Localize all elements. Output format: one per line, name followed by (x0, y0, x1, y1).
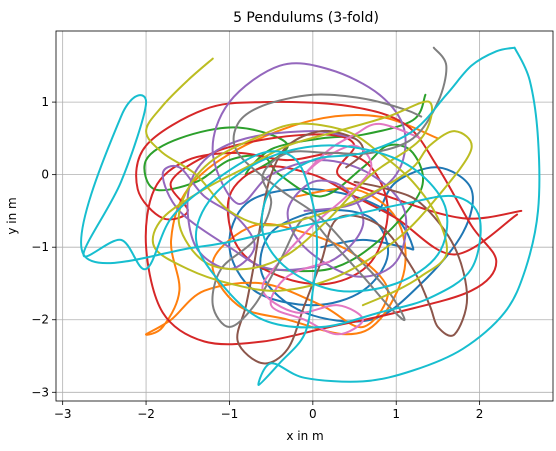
y-tick-label: −3 (31, 385, 49, 399)
y-tick-label: 0 (41, 168, 49, 182)
x-tick-label: −3 (54, 407, 72, 421)
traces (81, 48, 539, 385)
y-tick-label: −2 (31, 313, 49, 327)
y-tick-label: −1 (31, 240, 49, 254)
x-axis-ticks: −3 −2 −1 0 1 2 (54, 401, 484, 421)
y-tick-label: 1 (41, 95, 49, 109)
chart-title: 5 Pendulums (3-fold) (233, 10, 379, 26)
y-axis-ticks: −3 −2 −1 0 1 (31, 95, 56, 399)
x-axis-label: x in m (286, 429, 323, 443)
x-tick-label: 1 (392, 407, 400, 421)
y-axis-label: y in m (5, 197, 19, 234)
x-tick-label: 0 (309, 407, 317, 421)
x-tick-label: −2 (137, 407, 155, 421)
x-tick-label: 2 (476, 407, 484, 421)
x-tick-label: −1 (221, 407, 239, 421)
